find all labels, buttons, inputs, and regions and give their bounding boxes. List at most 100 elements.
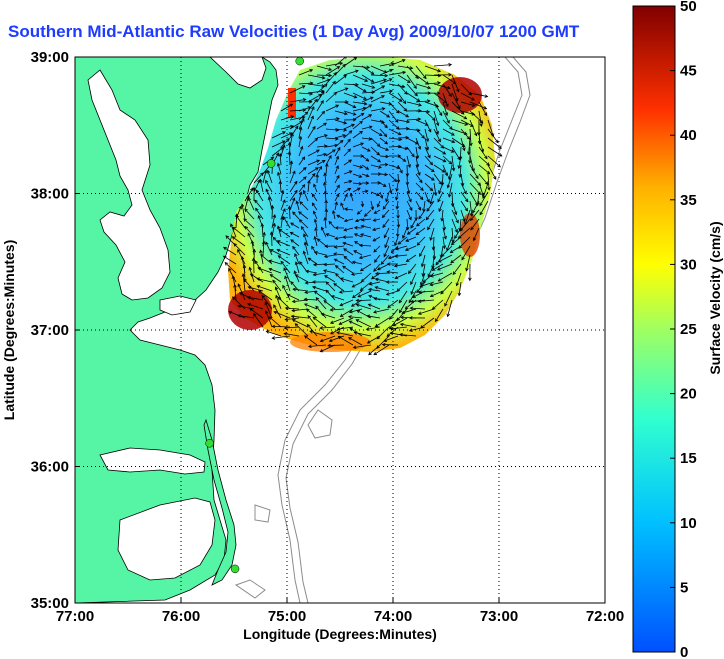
vector-arrowhead — [257, 214, 262, 219]
vector-arrow — [442, 146, 455, 153]
vector-arrowhead — [335, 165, 339, 169]
vector-arrow — [406, 209, 412, 220]
vector-arrow — [427, 263, 435, 277]
vector-arrow — [451, 92, 461, 109]
vector-arrow — [325, 81, 336, 94]
vector-arrowhead — [248, 266, 252, 271]
vector-arrow — [280, 208, 286, 220]
vector-arrow — [418, 209, 426, 220]
vector-arrow — [451, 236, 462, 245]
vector-arrow — [415, 119, 428, 126]
colorbar-ticks: 0 5 10 15 20 25 30 35 40 45 50 — [670, 0, 697, 659]
vector-arrowhead — [464, 198, 469, 203]
vector-arrow — [356, 304, 372, 310]
vector-arrowhead — [321, 160, 326, 164]
vector-arrowhead — [359, 243, 363, 248]
vector-arrowhead — [477, 132, 481, 136]
vector-arrowhead — [270, 204, 275, 209]
vector-arrow — [460, 137, 465, 151]
vector-arrowhead — [348, 159, 353, 163]
vector-arrow — [307, 324, 318, 337]
vector-arrow — [441, 209, 444, 221]
vector-arrowhead — [394, 246, 399, 251]
vector-arrowhead — [311, 202, 316, 207]
vector-arrow — [487, 173, 490, 190]
vector-arrow — [424, 164, 435, 172]
vector-arrowhead — [399, 332, 403, 337]
vector-arrow — [316, 91, 325, 103]
vector-arrow — [285, 317, 300, 321]
vector-arrow — [442, 128, 455, 136]
vector-arrow — [294, 323, 309, 337]
vector-arrowhead — [334, 226, 339, 230]
y-tick-label: 38:00 — [31, 186, 69, 203]
x-tick-label: 74:00 — [374, 608, 412, 625]
colorbar-label: Surface Velocity (cm/s) — [707, 221, 723, 374]
vector-arrowhead — [384, 140, 389, 145]
vector-arrowhead — [429, 293, 434, 298]
vector-arrowhead — [259, 249, 263, 254]
vector-arrowhead — [464, 122, 469, 126]
vector-arrowhead — [487, 187, 491, 191]
vector-arrow — [316, 122, 327, 130]
vector-arrowhead — [294, 261, 299, 266]
vector-arrowhead — [429, 200, 433, 205]
vector-arrowhead — [321, 110, 326, 115]
vector-arrowhead — [277, 255, 282, 259]
vector-arrow — [352, 107, 367, 112]
vector-arrow — [361, 190, 368, 193]
vector-arrowhead — [409, 207, 413, 211]
vector-arrowhead — [405, 258, 410, 263]
vector-arrowhead — [370, 79, 375, 83]
vector-arrowhead — [412, 294, 416, 298]
vector-arrowhead — [373, 248, 377, 253]
vector-arrow — [359, 254, 372, 259]
vector-arrow — [330, 308, 345, 311]
vector-arrow — [262, 232, 265, 247]
vector-arrowhead — [383, 253, 387, 258]
vector-arrow — [451, 146, 461, 160]
vector-arrow — [424, 191, 430, 203]
vector-arrowhead — [427, 273, 431, 278]
vector-arrowhead — [368, 125, 373, 129]
vector-arrowhead — [367, 303, 372, 307]
vector-arrow — [409, 326, 426, 332]
vector-arrow — [316, 160, 326, 166]
vector-arrowhead — [328, 220, 333, 225]
vector-arrow — [377, 200, 381, 208]
vector-arrowhead — [356, 211, 361, 215]
x-tick-label: 76:00 — [162, 608, 200, 625]
vector-arrow — [330, 317, 345, 324]
vector-arrowhead — [390, 249, 395, 254]
vector-arrow — [324, 254, 336, 258]
vector-arrowhead — [359, 233, 364, 237]
vector-arrow — [379, 110, 390, 118]
vector-arrowhead — [385, 198, 389, 203]
vector-arrow — [405, 236, 417, 242]
vector-arrow — [316, 79, 331, 85]
vector-arrow — [487, 128, 499, 143]
vector-arrow — [343, 188, 351, 193]
vector-arrow — [416, 236, 426, 246]
vector-arrow — [442, 155, 452, 165]
vector-arrow — [343, 256, 354, 265]
vector-arrow — [469, 164, 479, 179]
vector-arrow — [415, 191, 424, 200]
vector-arrow — [293, 288, 309, 292]
vector-arrowhead — [277, 171, 281, 176]
vector-arrowhead — [417, 146, 422, 150]
vector-arrowhead — [384, 124, 388, 129]
vector-arrowhead — [484, 94, 489, 98]
vector-arrowhead — [307, 179, 311, 184]
vector-arrow — [458, 281, 462, 296]
vector-arrowhead — [348, 337, 352, 341]
vector-arrowhead — [328, 67, 333, 71]
vector-arrow — [406, 155, 411, 168]
vector-arrowhead — [417, 311, 422, 315]
vector-arrowhead — [385, 292, 390, 296]
vector-arrow — [361, 104, 372, 112]
vector-arrow — [280, 103, 293, 112]
vector-arrow — [352, 281, 363, 288]
vector-arrow — [433, 101, 443, 116]
vector-arrow — [430, 227, 435, 241]
